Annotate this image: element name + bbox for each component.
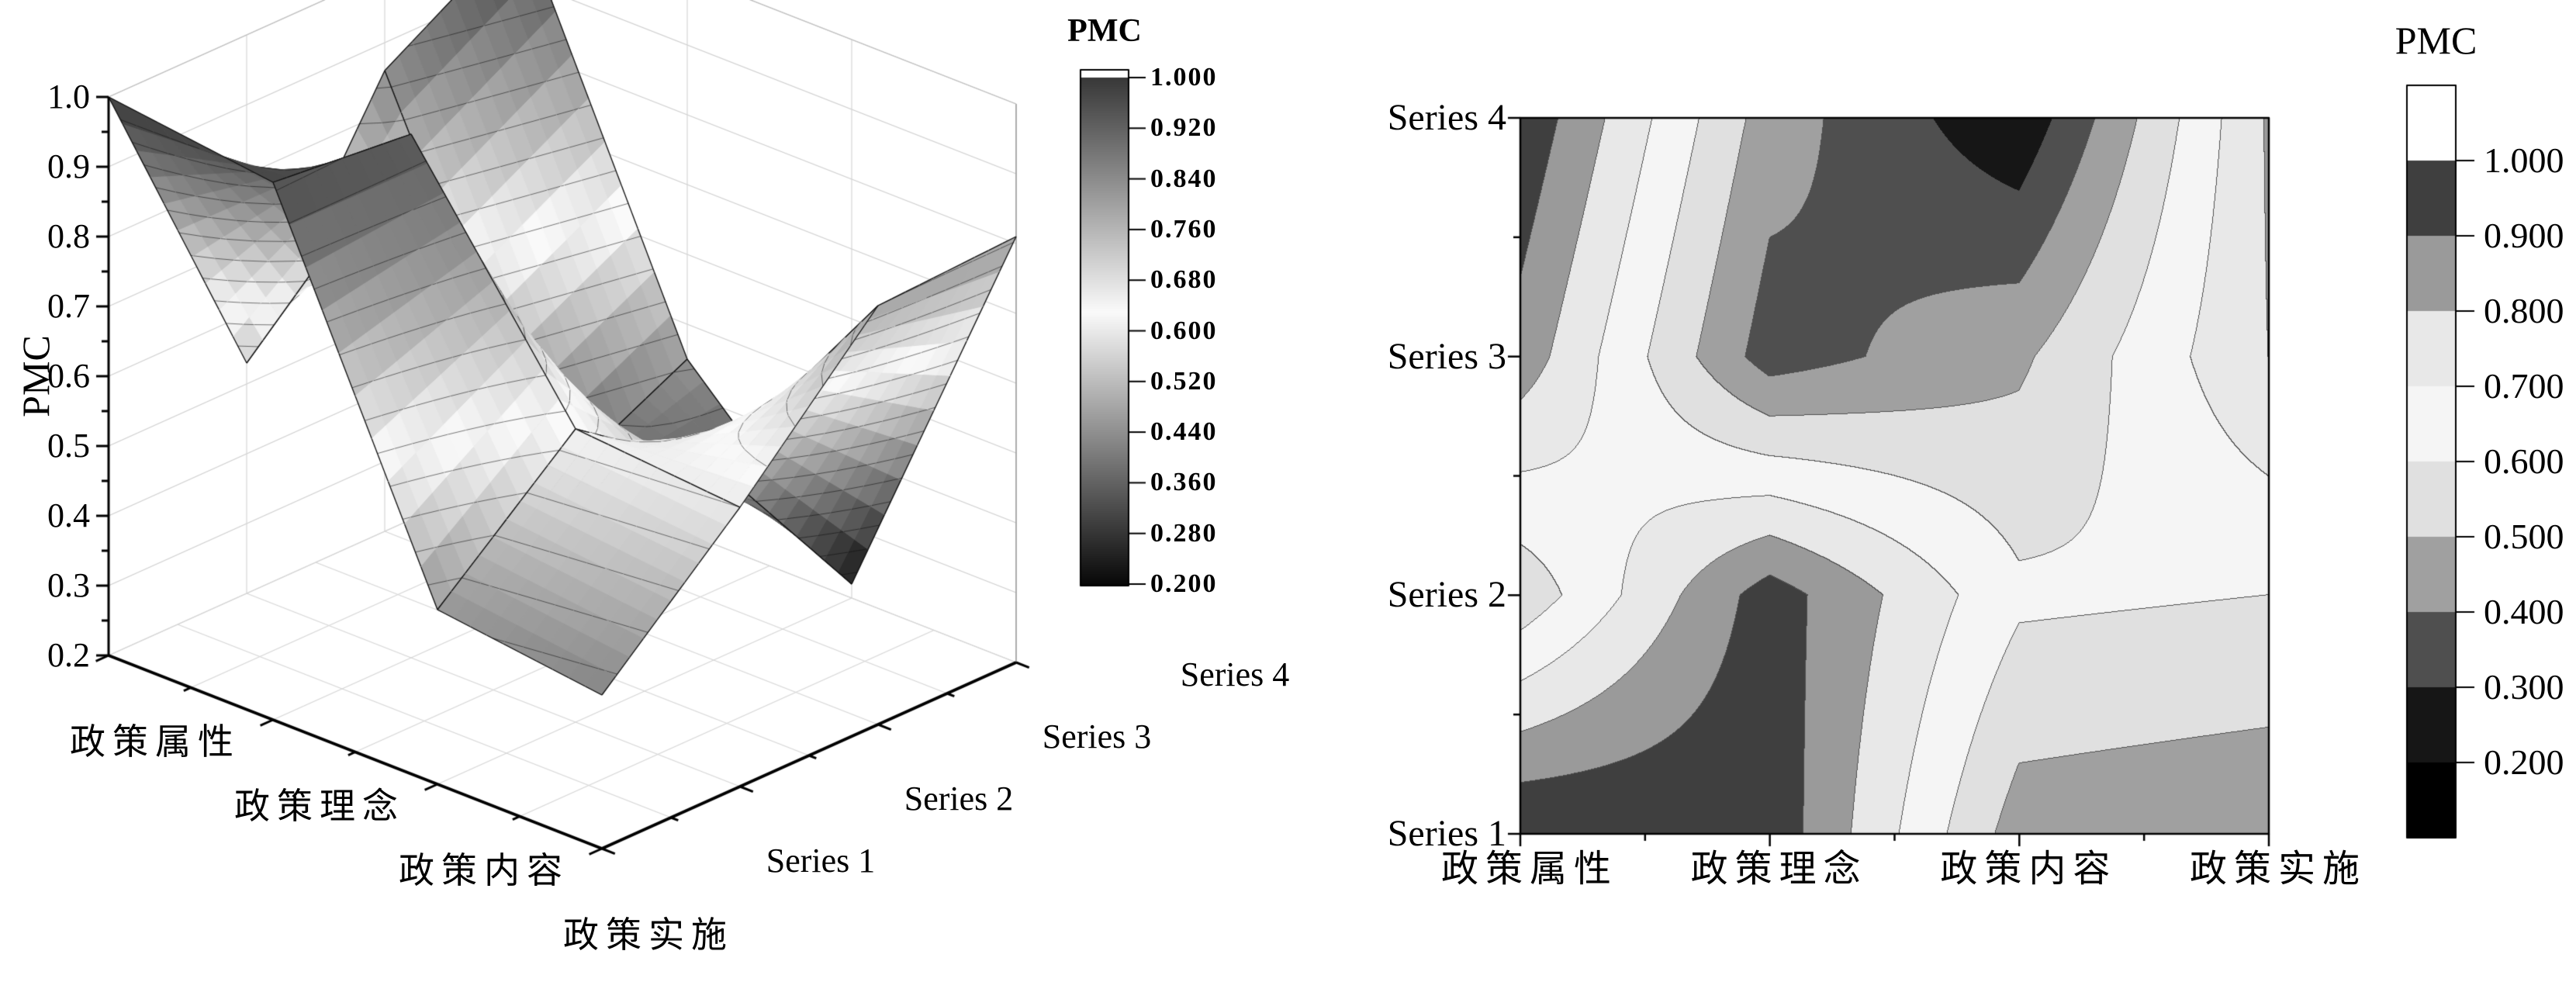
surface-colorbar-tick-label: 0.200 <box>1150 569 1218 598</box>
surface-colorbar-tick-label: 0.600 <box>1150 316 1218 345</box>
surface-colorbar-tick-label: 1.000 <box>1150 63 1218 92</box>
contour-legend-tick-label: 0.600 <box>2484 441 2564 481</box>
surface-z-tick-label: 0.5 <box>47 427 90 465</box>
contour-category-label: 政策实施 <box>2189 849 2367 890</box>
surface-category-label: 政策属性 <box>70 722 240 762</box>
contour-category-label: 政策属性 <box>1440 849 1619 890</box>
surface-category-label: 政策理念 <box>234 787 405 826</box>
contour-legend-tick-label: 1.000 <box>2484 140 2564 180</box>
surface-colorbar-tick-label: 0.280 <box>1150 518 1218 548</box>
surface-z-tick-label: 0.3 <box>47 566 90 604</box>
surface-z-tick-label: 0.6 <box>47 357 90 395</box>
contour-series-label: Series 2 <box>1387 574 1506 616</box>
surface-z-tick-label: 1.0 <box>47 78 90 116</box>
contour-category-label: 政策内容 <box>1940 849 2118 890</box>
contour-category-label: 政策理念 <box>1690 849 1868 890</box>
surface-colorbar-tick-label: 0.920 <box>1150 113 1218 143</box>
surface-colorbar-tick-label: 0.440 <box>1150 417 1218 447</box>
contour-legend-tick-label: 0.400 <box>2484 592 2564 631</box>
surface-colorbar-title: PMC <box>1067 13 1142 49</box>
contour-legend-tick-label: 0.900 <box>2484 216 2564 255</box>
surface-z-tick-label: 0.9 <box>47 147 90 185</box>
surface-series-label: Series 4 <box>1180 655 1290 693</box>
surface-colorbar-tick-label: 0.680 <box>1150 265 1218 295</box>
surface-colorbar-tick-label: 0.360 <box>1150 468 1218 497</box>
surface-series-label: Series 1 <box>766 842 876 880</box>
contour-legend-tick-label: 0.200 <box>2484 742 2564 782</box>
contour-legend-tick-label: 0.300 <box>2484 667 2564 707</box>
surface-colorbar-tick-label: 0.520 <box>1150 366 1218 396</box>
surface-colorbar-tick-label: 0.760 <box>1150 214 1218 244</box>
surface-series-label: Series 3 <box>1042 717 1152 756</box>
contour-series-label: Series 4 <box>1387 97 1506 138</box>
surface-z-tick-label: 0.4 <box>47 496 90 534</box>
surface-z-tick-label: 0.7 <box>47 287 90 325</box>
surface-category-label: 政策实施 <box>563 915 734 955</box>
surface-colorbar-tick-label: 0.840 <box>1150 164 1218 193</box>
contour-legend-tick-label: 0.500 <box>2484 517 2564 556</box>
contour-legend-tick-label: 0.800 <box>2484 291 2564 330</box>
contour-series-label: Series 1 <box>1387 813 1506 854</box>
surface-category-label: 政策内容 <box>399 851 569 890</box>
surface-series-label: Series 2 <box>904 780 1014 818</box>
contour-series-label: Series 3 <box>1387 335 1506 377</box>
surface-z-tick-label: 0.8 <box>47 217 90 255</box>
contour-legend-title: PMC <box>2394 19 2477 62</box>
surface-z-tick-label: 0.2 <box>47 636 90 674</box>
contour-legend-tick-label: 0.700 <box>2484 366 2564 406</box>
